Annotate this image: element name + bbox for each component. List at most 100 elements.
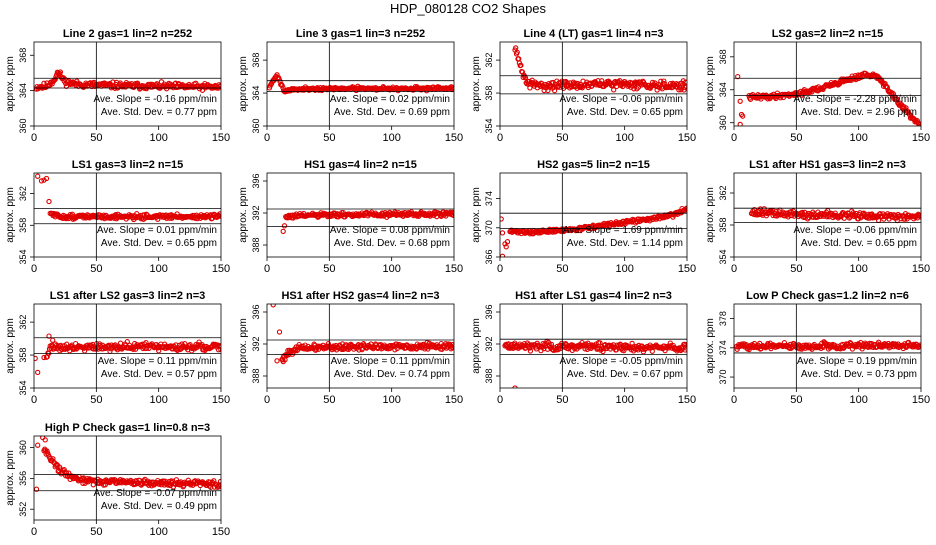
x-tick-label: 0 xyxy=(264,263,270,275)
panel-title: Line 2 gas=1 lin=2 n=252 xyxy=(63,28,192,40)
y-tick-label: 360 xyxy=(18,118,28,133)
panel-title: LS1 gas=3 lin=2 n=15 xyxy=(72,159,184,171)
data-point xyxy=(513,45,519,51)
y-tick-label: 364 xyxy=(18,83,28,98)
panel-11: HS1 after LS1 gas=4 lin=2 n=3 0 50 100 150 38… xyxy=(471,290,696,406)
data-point xyxy=(112,342,118,348)
data-point xyxy=(917,342,921,348)
x-tick-label: 150 xyxy=(678,132,696,144)
data-point xyxy=(917,213,921,219)
slope-annotation: Ave. Slope = -0.05 ppm/min xyxy=(560,356,684,367)
panel-5: LS1 gas=3 lin=2 n=15 0 50 100 150 354 358 362ap… xyxy=(5,159,230,275)
x-tick-label: 50 xyxy=(790,132,802,144)
panel-title: Low P Check gas=1.2 lin=2 n=6 xyxy=(746,290,909,302)
y-tick-label: 362 xyxy=(718,185,728,200)
y-tick-label: 374 xyxy=(484,191,494,206)
y-tick-label: 362 xyxy=(18,315,28,330)
data-point xyxy=(34,355,38,362)
plot-box xyxy=(499,41,688,127)
data-point xyxy=(620,83,626,90)
data-point xyxy=(819,343,826,350)
std-dev-annotation: Ave. Std. Dev. = 0.49 ppm xyxy=(101,501,217,512)
y-tick-label: 370 xyxy=(484,220,494,235)
data-point xyxy=(914,117,920,124)
data-point xyxy=(683,205,687,211)
data-points xyxy=(34,69,221,93)
data-point xyxy=(42,437,48,443)
panel-3: Line 4 (LT) gas=1 lin=4 n=3 0 50 100 150 354 3… xyxy=(471,28,696,144)
data-point xyxy=(41,354,47,361)
data-points xyxy=(734,339,921,353)
y-axis-label: approx. ppm xyxy=(5,56,16,112)
y-tick-label: 374 xyxy=(718,340,728,355)
x-tick-label: 0 xyxy=(497,394,503,406)
plot-box xyxy=(266,303,455,389)
y-axis-label: approx. ppm xyxy=(471,318,482,374)
data-point xyxy=(35,173,41,179)
data-points xyxy=(512,45,687,94)
y-tick-label: 354 xyxy=(18,380,28,395)
data-point xyxy=(217,213,221,219)
data-point xyxy=(46,333,52,339)
plot-box xyxy=(733,41,922,127)
slope-annotation: Ave. Slope = 1.69 ppm/min xyxy=(563,225,683,236)
data-point xyxy=(124,339,130,345)
panel-title: HS1 after LS1 gas=4 lin=2 n=3 xyxy=(515,290,672,302)
data-point xyxy=(548,341,555,348)
y-tick-label: 362 xyxy=(484,53,494,68)
y-tick-label: 392 xyxy=(251,205,261,220)
x-tick-label: 100 xyxy=(149,132,167,144)
x-tick-label: 150 xyxy=(912,263,930,275)
y-axis-label: approx. ppm xyxy=(5,187,16,243)
slope-annotation: Ave. Slope = 0.08 ppm/min xyxy=(330,225,450,236)
x-tick-label: 0 xyxy=(731,394,737,406)
std-dev-annotation: Ave. Std. Dev. = 0.65 ppm xyxy=(101,238,217,249)
x-tick-label: 50 xyxy=(556,132,568,144)
panel-6: HS1 gas=4 lin=2 n=15 0 50 100 150 388 392 396ap… xyxy=(238,159,463,275)
data-point xyxy=(737,98,743,104)
data-point xyxy=(144,345,150,351)
y-axis-label: approx. ppm xyxy=(5,450,16,506)
panel-title: HS1 gas=4 lin=2 n=15 xyxy=(304,159,417,171)
x-tick-label: 0 xyxy=(31,263,37,275)
y-tick-label: 358 xyxy=(718,217,728,232)
data-point xyxy=(916,123,921,126)
data-points xyxy=(735,70,921,126)
y-tick-label: 352 xyxy=(18,502,28,517)
std-dev-annotation: Ave. Std. Dev. = 0.65 ppm xyxy=(567,107,683,118)
x-tick-label: 0 xyxy=(264,394,270,406)
x-tick-label: 50 xyxy=(790,263,802,275)
x-tick-label: 150 xyxy=(212,526,230,538)
y-tick-label: 356 xyxy=(18,471,28,486)
data-points xyxy=(500,205,687,257)
y-tick-label: 396 xyxy=(251,304,261,319)
data-point xyxy=(681,87,687,93)
panel-8: LS1 after HS1 gas=3 lin=2 n=3 0 50 100 150 35… xyxy=(705,159,930,275)
data-point xyxy=(35,369,41,376)
data-point xyxy=(117,340,124,346)
panel-title: Line 3 gas=1 lin=3 n=252 xyxy=(296,28,425,40)
data-point xyxy=(50,337,56,343)
x-tick-label: 150 xyxy=(212,132,230,144)
data-point xyxy=(649,348,655,354)
data-points xyxy=(270,304,454,365)
y-tick-label: 354 xyxy=(718,249,728,264)
data-points xyxy=(34,333,221,376)
data-point xyxy=(187,341,193,348)
data-point xyxy=(280,358,286,365)
plot-box xyxy=(499,172,688,258)
panel-13: High P Check gas=1 lin=0.8 n=3 0 50 100 150 3… xyxy=(5,422,230,538)
panel-title: HS2 gas=5 lin=2 n=15 xyxy=(537,159,650,171)
y-axis-label: approx. ppm xyxy=(238,187,249,243)
panel-10: HS1 after HS2 gas=4 lin=2 n=3 0 50 100 150 38… xyxy=(238,290,463,406)
x-tick-label: 0 xyxy=(731,132,737,144)
data-point xyxy=(450,345,454,351)
slope-annotation: Ave. Slope = -0.16 ppm/min xyxy=(94,94,218,105)
data-point xyxy=(35,442,41,448)
y-axis-label: approx. ppm xyxy=(705,56,716,112)
y-tick-label: 360 xyxy=(18,440,28,455)
data-point xyxy=(503,244,509,250)
panel-title: LS1 after HS1 gas=3 lin=2 n=3 xyxy=(749,159,906,171)
slope-annotation: Ave. Slope = 0.11 ppm/min xyxy=(98,356,217,367)
